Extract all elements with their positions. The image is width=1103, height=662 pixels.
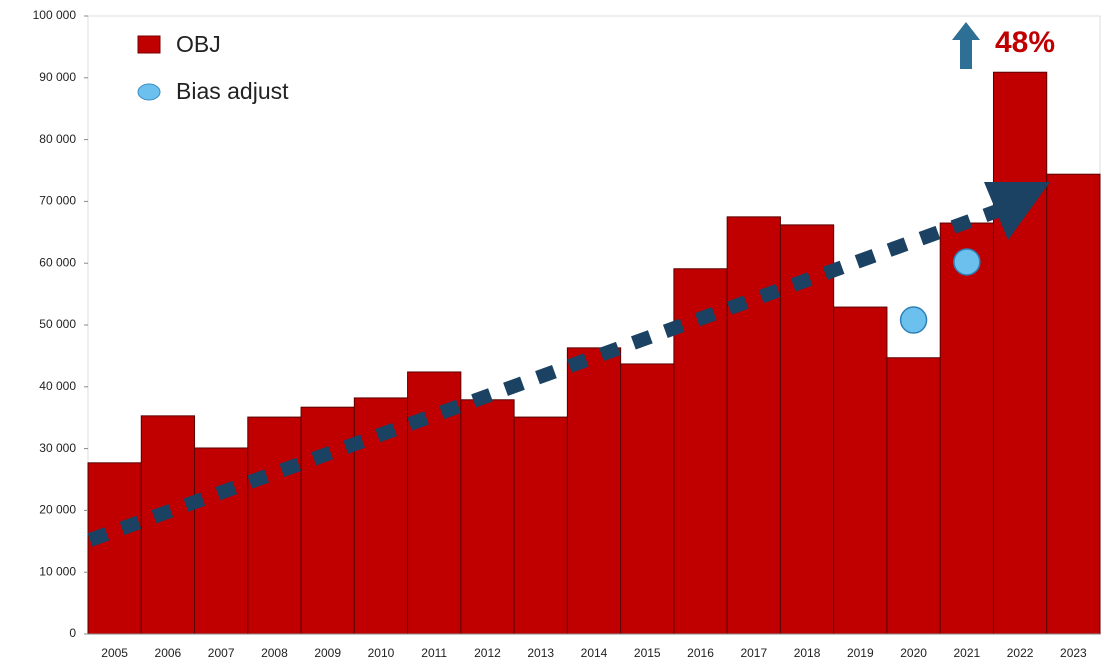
bar	[460, 399, 515, 635]
y-tick-label: 10 000	[39, 564, 76, 578]
y-tick-label: 50 000	[39, 317, 76, 331]
x-tick-label: 2012	[474, 646, 501, 660]
up-arrow	[952, 22, 980, 69]
bar	[513, 416, 568, 635]
x-tick-label: 2006	[155, 646, 182, 660]
x-tick-label: 2023	[1060, 646, 1087, 660]
x-tick-label: 2014	[581, 646, 608, 660]
bar	[726, 216, 781, 635]
trend-line	[87, 203, 1003, 547]
x-tick-label: 2016	[687, 646, 714, 660]
legend-swatch	[137, 83, 161, 101]
bar	[833, 306, 888, 635]
bar	[194, 447, 249, 635]
y-tick-label: 80 000	[39, 132, 76, 146]
x-tick-label: 2013	[527, 646, 554, 660]
bar	[566, 347, 622, 635]
y-tick-label: 20 000	[39, 503, 76, 517]
x-tick-label: 2007	[208, 646, 235, 660]
bar	[620, 363, 675, 635]
x-tick-label: 2009	[314, 646, 341, 660]
legend: OBJ Bias adjust	[137, 31, 289, 104]
bar	[247, 416, 302, 635]
y-tick-label: 70 000	[39, 194, 76, 208]
bar	[140, 415, 196, 635]
x-tick-label: 2020	[900, 646, 927, 660]
trend-arrowhead	[984, 182, 1050, 240]
bar	[1046, 173, 1101, 635]
y-tick-label: 40 000	[39, 379, 76, 393]
annotation: 48%	[995, 26, 1055, 59]
x-tick-label: 2015	[634, 646, 661, 660]
bar	[87, 462, 142, 635]
trend-arrow	[87, 182, 1050, 547]
x-tick-label: 2017	[740, 646, 767, 660]
legend-label: OBJ	[176, 31, 221, 57]
x-tick-label: 2005	[101, 646, 128, 660]
bars	[87, 71, 1101, 635]
y-tick-label: 0	[69, 626, 76, 640]
legend-swatch	[137, 35, 161, 54]
point	[899, 306, 928, 334]
bar	[992, 71, 1048, 635]
y-tick-label: 60 000	[39, 255, 76, 269]
x-tick-label: 2018	[794, 646, 821, 660]
x-tick-label: 2011	[421, 646, 447, 660]
bar	[939, 222, 994, 635]
legend-label: Bias adjust	[176, 78, 289, 104]
y-tick-label: 90 000	[39, 70, 76, 84]
x-tick-label: 2010	[368, 646, 395, 660]
y-tick-label: 30 000	[39, 441, 76, 455]
y-tick-label: 100 000	[33, 8, 77, 22]
bar	[886, 357, 941, 635]
x-tick-label: 2008	[261, 646, 288, 660]
x-tick-label: 2019	[847, 646, 874, 660]
x-tick-label: 2022	[1007, 646, 1034, 660]
x-tick-label: 2021	[953, 646, 980, 660]
point	[953, 248, 981, 276]
growth-annotation: 48%	[952, 22, 1055, 69]
